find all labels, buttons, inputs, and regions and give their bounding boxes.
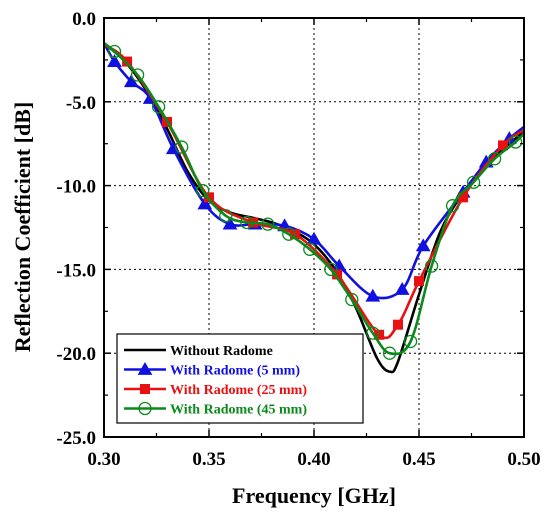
legend-entry: Without Radome (124, 344, 273, 359)
legend: Without Radome With Radome (5 mm) With Rad… (116, 333, 364, 424)
legend-swatch-marker (138, 401, 152, 416)
data-point (487, 152, 502, 166)
data-point (196, 183, 210, 198)
legend-label: With Radome (45 mm) (170, 403, 307, 418)
x-tick-label: 0.35 (192, 449, 225, 470)
legend-label: With Radome (5 mm) (170, 364, 300, 379)
y-tick-label: -25.0 (56, 428, 96, 449)
series-line (103, 42, 525, 356)
x-tick-label: 0.45 (402, 449, 435, 470)
data-point (130, 68, 145, 82)
tick-labels: 0.30 0.35 0.40 0.45 0.50 0.0 -5.0 -10.0 -15.0 -20… (56, 9, 540, 470)
legend-entry: With Radome (25 mm) (124, 383, 307, 398)
data-point (204, 192, 214, 203)
data-point (414, 276, 424, 287)
series-line (103, 42, 525, 374)
data-point (458, 192, 469, 203)
data-point (508, 135, 523, 149)
data-point (197, 196, 213, 210)
data-point (107, 44, 122, 59)
data-point (424, 259, 439, 273)
x-axis-label: Frequency [GHz] (232, 483, 396, 508)
legend-swatch-marker (140, 384, 150, 394)
y-tick-label: -10.0 (56, 177, 96, 198)
y-axis-label: Reflection Coefficient [dB] (10, 102, 35, 352)
y-tick-label: -5.0 (66, 93, 96, 114)
y-tick-label: -20.0 (56, 344, 96, 365)
data-point (382, 346, 397, 360)
data-point (261, 217, 275, 231)
data-point (394, 282, 410, 295)
legend-entry: With Radome (5 mm) (124, 361, 300, 379)
data-point (403, 334, 418, 349)
data-point (151, 100, 166, 114)
series-layer (102, 42, 525, 374)
y-tick-label: 0.0 (72, 9, 96, 30)
series-with-radome-45-mm (103, 42, 525, 360)
data-point (365, 288, 381, 302)
data-point (393, 319, 403, 330)
data-point (466, 175, 481, 189)
series-without-radome (103, 42, 525, 374)
data-point (445, 199, 460, 213)
data-point (240, 215, 254, 230)
x-tick-label: 0.40 (297, 449, 330, 470)
data-point (306, 231, 322, 245)
data-point (107, 54, 122, 67)
data-point (175, 140, 189, 154)
data-point (222, 216, 238, 230)
x-tick-label: 0.30 (87, 449, 120, 470)
legend-label: Without Radome (170, 344, 273, 359)
data-point (332, 269, 343, 280)
data-point (324, 262, 338, 277)
x-tick-label: 0.50 (507, 449, 540, 470)
data-point (345, 292, 359, 307)
data-point (366, 326, 380, 340)
legend-swatch-marker (137, 361, 153, 375)
y-tick-label: -15.0 (56, 260, 96, 281)
legend-label: With Radome (25 mm) (170, 383, 307, 398)
data-point (303, 242, 317, 256)
data-point (219, 209, 233, 223)
legend-entry: With Radome (45 mm) (124, 401, 307, 418)
data-point (122, 56, 133, 67)
data-point (498, 140, 508, 151)
data-point (282, 227, 296, 241)
axis-ticks (103, 17, 525, 438)
data-point (415, 238, 431, 252)
series-with-radome-5-mm (102, 42, 525, 302)
